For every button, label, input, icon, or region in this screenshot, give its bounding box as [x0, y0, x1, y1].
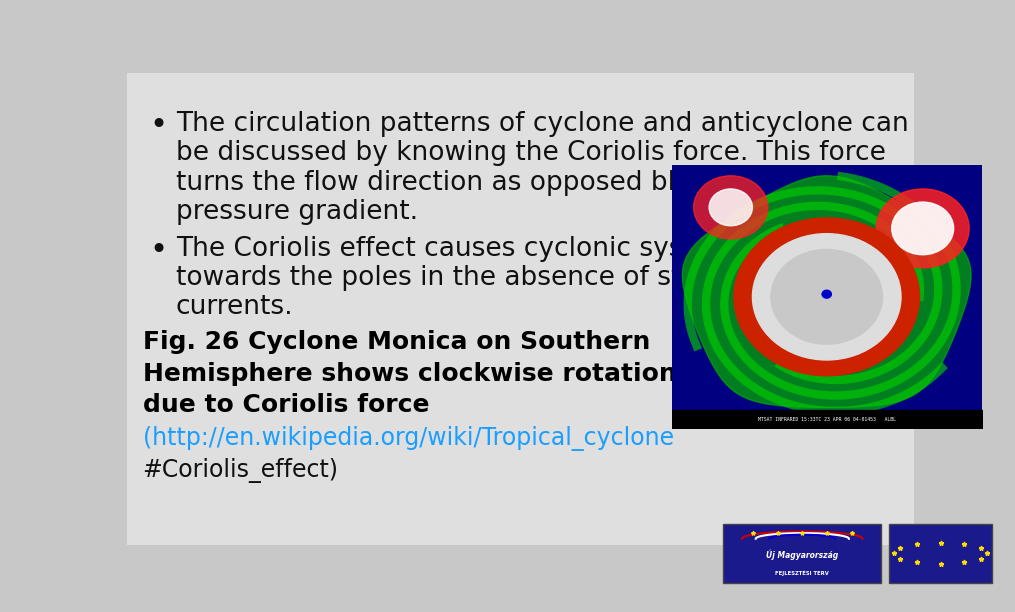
Text: Új Magyarország: Új Magyarország [766, 550, 838, 560]
FancyBboxPatch shape [889, 523, 992, 583]
Text: •: • [149, 236, 167, 265]
Circle shape [595, 100, 1015, 494]
Text: The circulation patterns of cyclone and anticyclone can: The circulation patterns of cyclone and … [176, 111, 908, 137]
Text: #Coriolis_effect): #Coriolis_effect) [142, 458, 339, 482]
Text: The Coriolis effect causes cyclonic systems to turn: The Coriolis effect causes cyclonic syst… [176, 236, 845, 262]
Text: currents.: currents. [176, 294, 293, 321]
Circle shape [822, 290, 831, 298]
Text: •: • [149, 111, 167, 140]
Circle shape [752, 234, 901, 360]
FancyBboxPatch shape [724, 523, 881, 583]
Text: due to Coriolis force: due to Coriolis force [142, 394, 429, 417]
Text: pressure gradient.: pressure gradient. [176, 199, 418, 225]
Text: MTSAT INFRARED 15:33TC 23 APR 06 04-01453   ALBL: MTSAT INFRARED 15:33TC 23 APR 06 04-0145… [758, 417, 895, 422]
Circle shape [771, 250, 882, 344]
Polygon shape [682, 176, 971, 408]
Text: Hemisphere shows clockwise rotation: Hemisphere shows clockwise rotation [142, 362, 676, 386]
Text: FEJLESZTÉSI TERV: FEJLESZTÉSI TERV [775, 570, 829, 576]
Text: Fig. 26 Cyclone Monica on Southern: Fig. 26 Cyclone Monica on Southern [142, 330, 650, 354]
Text: be discussed by knowing the Coriolis force. This force: be discussed by knowing the Coriolis for… [176, 140, 885, 166]
Circle shape [693, 176, 768, 239]
Text: turns the flow direction as opposed blowing of the: turns the flow direction as opposed blow… [176, 170, 839, 196]
Circle shape [892, 202, 954, 255]
Circle shape [876, 189, 969, 268]
Circle shape [709, 189, 752, 226]
Circle shape [734, 218, 920, 376]
Text: (http://en.wikipedia.org/wiki/Tropical_cyclone: (http://en.wikipedia.org/wiki/Tropical_c… [142, 426, 674, 451]
Text: towards the poles in the absence of strong steering: towards the poles in the absence of stro… [176, 265, 858, 291]
